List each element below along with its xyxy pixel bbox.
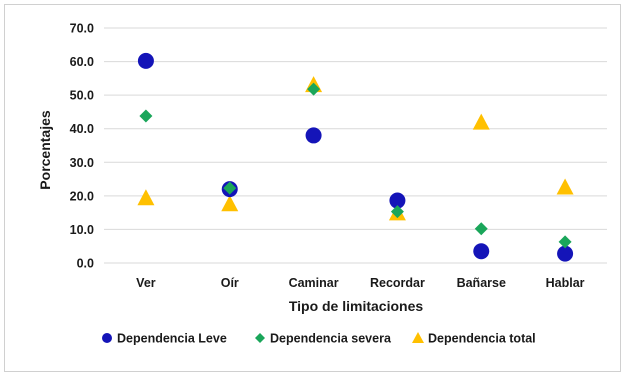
x-axis-title: Tipo de limitaciones bbox=[289, 298, 424, 314]
data-point-triangle bbox=[472, 113, 490, 130]
legend-label: Dependencia Leve bbox=[117, 332, 227, 346]
chart-frame bbox=[4, 4, 621, 372]
gridlines bbox=[104, 27, 607, 264]
y-axis-ticks: 0.0 10.0 20.0 30.0 40.0 50.0 60.0 70.0 bbox=[70, 22, 94, 271]
x-tick-label: Oír bbox=[221, 276, 239, 290]
x-tick-label: Ver bbox=[136, 276, 156, 290]
legend-marker-circle bbox=[102, 333, 112, 343]
x-tick-label: Recordar bbox=[370, 276, 425, 290]
data-point-diamond bbox=[307, 82, 321, 96]
legend-marker-triangle bbox=[412, 332, 424, 343]
data-point-circle bbox=[557, 245, 574, 262]
legend: Dependencia Leve Dependencia severa Depend… bbox=[102, 332, 536, 346]
data-point-circle bbox=[389, 192, 406, 209]
data-points bbox=[137, 52, 574, 262]
y-tick-label: 10.0 bbox=[70, 223, 94, 237]
y-tick-label: 30.0 bbox=[70, 156, 94, 170]
legend-label: Dependencia severa bbox=[270, 332, 392, 346]
data-point-circle bbox=[137, 52, 154, 69]
y-tick-label: 20.0 bbox=[70, 189, 94, 203]
data-point-triangle bbox=[556, 178, 574, 195]
y-tick-label: 40.0 bbox=[70, 122, 94, 136]
y-tick-label: 70.0 bbox=[70, 22, 94, 36]
x-tick-label: Hablar bbox=[546, 276, 585, 290]
y-tick-label: 0.0 bbox=[77, 257, 94, 271]
data-point-diamond bbox=[390, 205, 404, 219]
data-point-diamond bbox=[474, 222, 488, 236]
x-axis-ticks: Ver Oír Caminar Recordar Bañarse Hablar bbox=[136, 276, 584, 290]
x-tick-label: Bañarse bbox=[457, 276, 506, 290]
y-tick-label: 50.0 bbox=[70, 89, 94, 103]
x-tick-label: Caminar bbox=[289, 276, 339, 290]
data-point-circle bbox=[305, 127, 322, 144]
y-axis-title: Porcentajes bbox=[37, 110, 53, 190]
y-tick-label: 60.0 bbox=[70, 55, 94, 69]
legend-label: Dependencia total bbox=[428, 332, 536, 346]
legend-marker-diamond bbox=[255, 333, 265, 343]
data-point-circle bbox=[473, 243, 490, 260]
data-point-triangle bbox=[137, 189, 155, 206]
data-point-diamond bbox=[223, 181, 237, 195]
data-point-triangle bbox=[221, 195, 239, 212]
data-point-diamond bbox=[139, 109, 153, 123]
data-point-diamond bbox=[558, 235, 572, 249]
